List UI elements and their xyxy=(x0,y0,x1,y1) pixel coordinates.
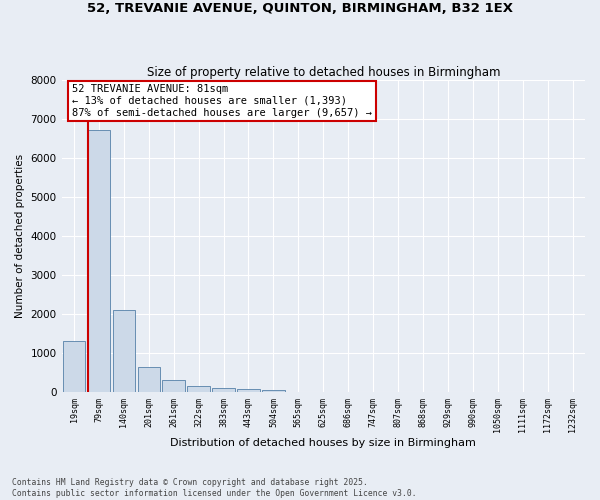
Text: Contains HM Land Registry data © Crown copyright and database right 2025.
Contai: Contains HM Land Registry data © Crown c… xyxy=(12,478,416,498)
Bar xyxy=(137,366,160,392)
Y-axis label: Number of detached properties: Number of detached properties xyxy=(15,154,25,318)
Text: 52, TREVANIE AVENUE, QUINTON, BIRMINGHAM, B32 1EX: 52, TREVANIE AVENUE, QUINTON, BIRMINGHAM… xyxy=(87,2,513,16)
Bar xyxy=(113,310,135,392)
Bar xyxy=(163,380,185,392)
Bar xyxy=(212,388,235,392)
Bar xyxy=(262,390,284,392)
Bar xyxy=(187,386,210,392)
Bar xyxy=(88,130,110,392)
Bar xyxy=(237,390,260,392)
Text: 52 TREVANIE AVENUE: 81sqm
← 13% of detached houses are smaller (1,393)
87% of se: 52 TREVANIE AVENUE: 81sqm ← 13% of detac… xyxy=(72,84,372,117)
Bar xyxy=(63,342,85,392)
Title: Size of property relative to detached houses in Birmingham: Size of property relative to detached ho… xyxy=(146,66,500,78)
X-axis label: Distribution of detached houses by size in Birmingham: Distribution of detached houses by size … xyxy=(170,438,476,448)
